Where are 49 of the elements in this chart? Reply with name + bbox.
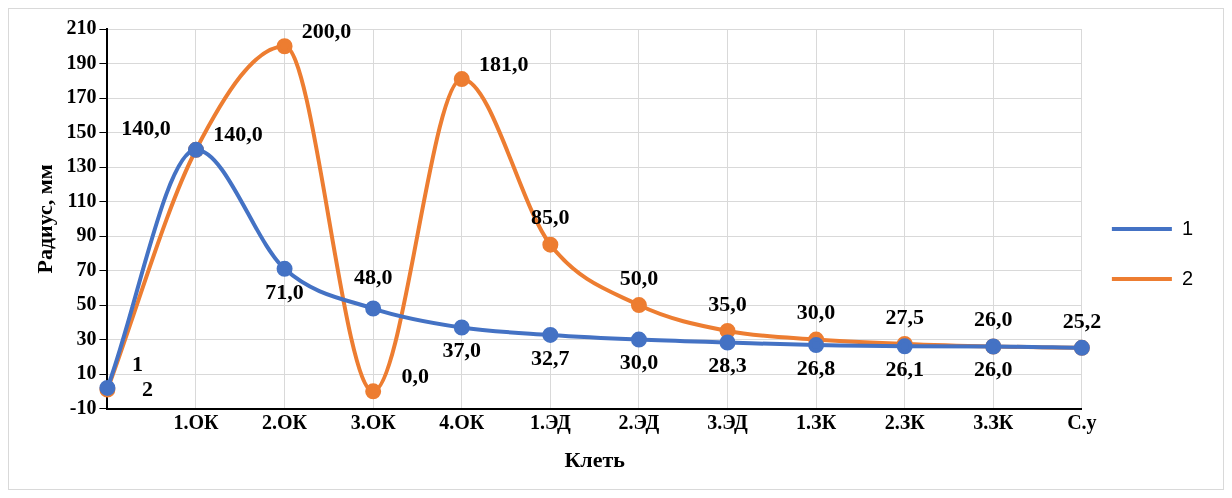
y-tick-label: 150 [66,119,97,142]
data-label: 26,0 [974,356,1013,382]
data-label: 140,0 [213,121,263,147]
data-label: 37,0 [442,337,482,363]
x-tick-label: 2.ЗК [884,410,926,433]
legend-label: 2 [1181,266,1193,289]
data-label: 35,0 [708,290,747,316]
x-tick-label: 1.ОК [173,410,220,433]
data-label: 48,0 [353,264,393,290]
x-tick-label: 3.ЗК [973,410,1014,433]
data-label: 28,3 [708,352,747,378]
legend-label: 1 [1181,216,1193,239]
x-tick-label: 3.ЭД [707,410,749,434]
x-tick-label: 4.ОК [439,410,485,433]
data-label: 1 [131,351,143,377]
data-label: 0,0 [401,363,429,389]
data-label: 140,0 [121,115,171,141]
data-label: 200,0 [301,17,352,43]
y-tick-label: 170 [66,85,97,108]
y-tick-label: 110 [67,188,97,211]
y-tick-label: 130 [66,154,97,177]
x-tick-label: 2.ЭД [618,410,660,434]
data-label: 25,2 [1062,307,1102,333]
data-label: 2 [141,375,153,401]
x-tick-label: 1.ЭД [530,410,571,434]
x-tick-label: 3.ОК [350,410,397,433]
data-label: 26,8 [796,354,836,380]
data-label: 50,0 [619,264,659,290]
y-tick-label: 30 [76,326,97,349]
y-tick-label: 10 [76,361,97,384]
data-label: 32,7 [531,344,570,370]
x-axis-title: Клеть [564,447,626,473]
x-tick-label: 2.ОК [262,410,308,433]
x-tick-label: 1.ЗК [796,410,837,433]
data-label: 30,0 [796,299,836,325]
y-tick-label: 190 [66,50,97,73]
data-label: 30,0 [619,349,659,375]
data-label: 71,0 [265,278,304,304]
y-tick-label: -10 [69,395,97,418]
y-tick-label: 210 [66,16,97,39]
data-label: 181,0 [479,50,529,76]
x-tick-label: С.у [1067,410,1097,434]
y-axis-title: Радиус, мм [31,164,57,274]
y-tick-label: 90 [76,223,97,246]
data-label: 26,0 [974,306,1013,332]
data-label: 26,1 [885,356,924,381]
y-tick-label: 50 [76,292,97,315]
y-tick-label: 70 [76,257,97,280]
data-label: 27,5 [885,303,924,329]
